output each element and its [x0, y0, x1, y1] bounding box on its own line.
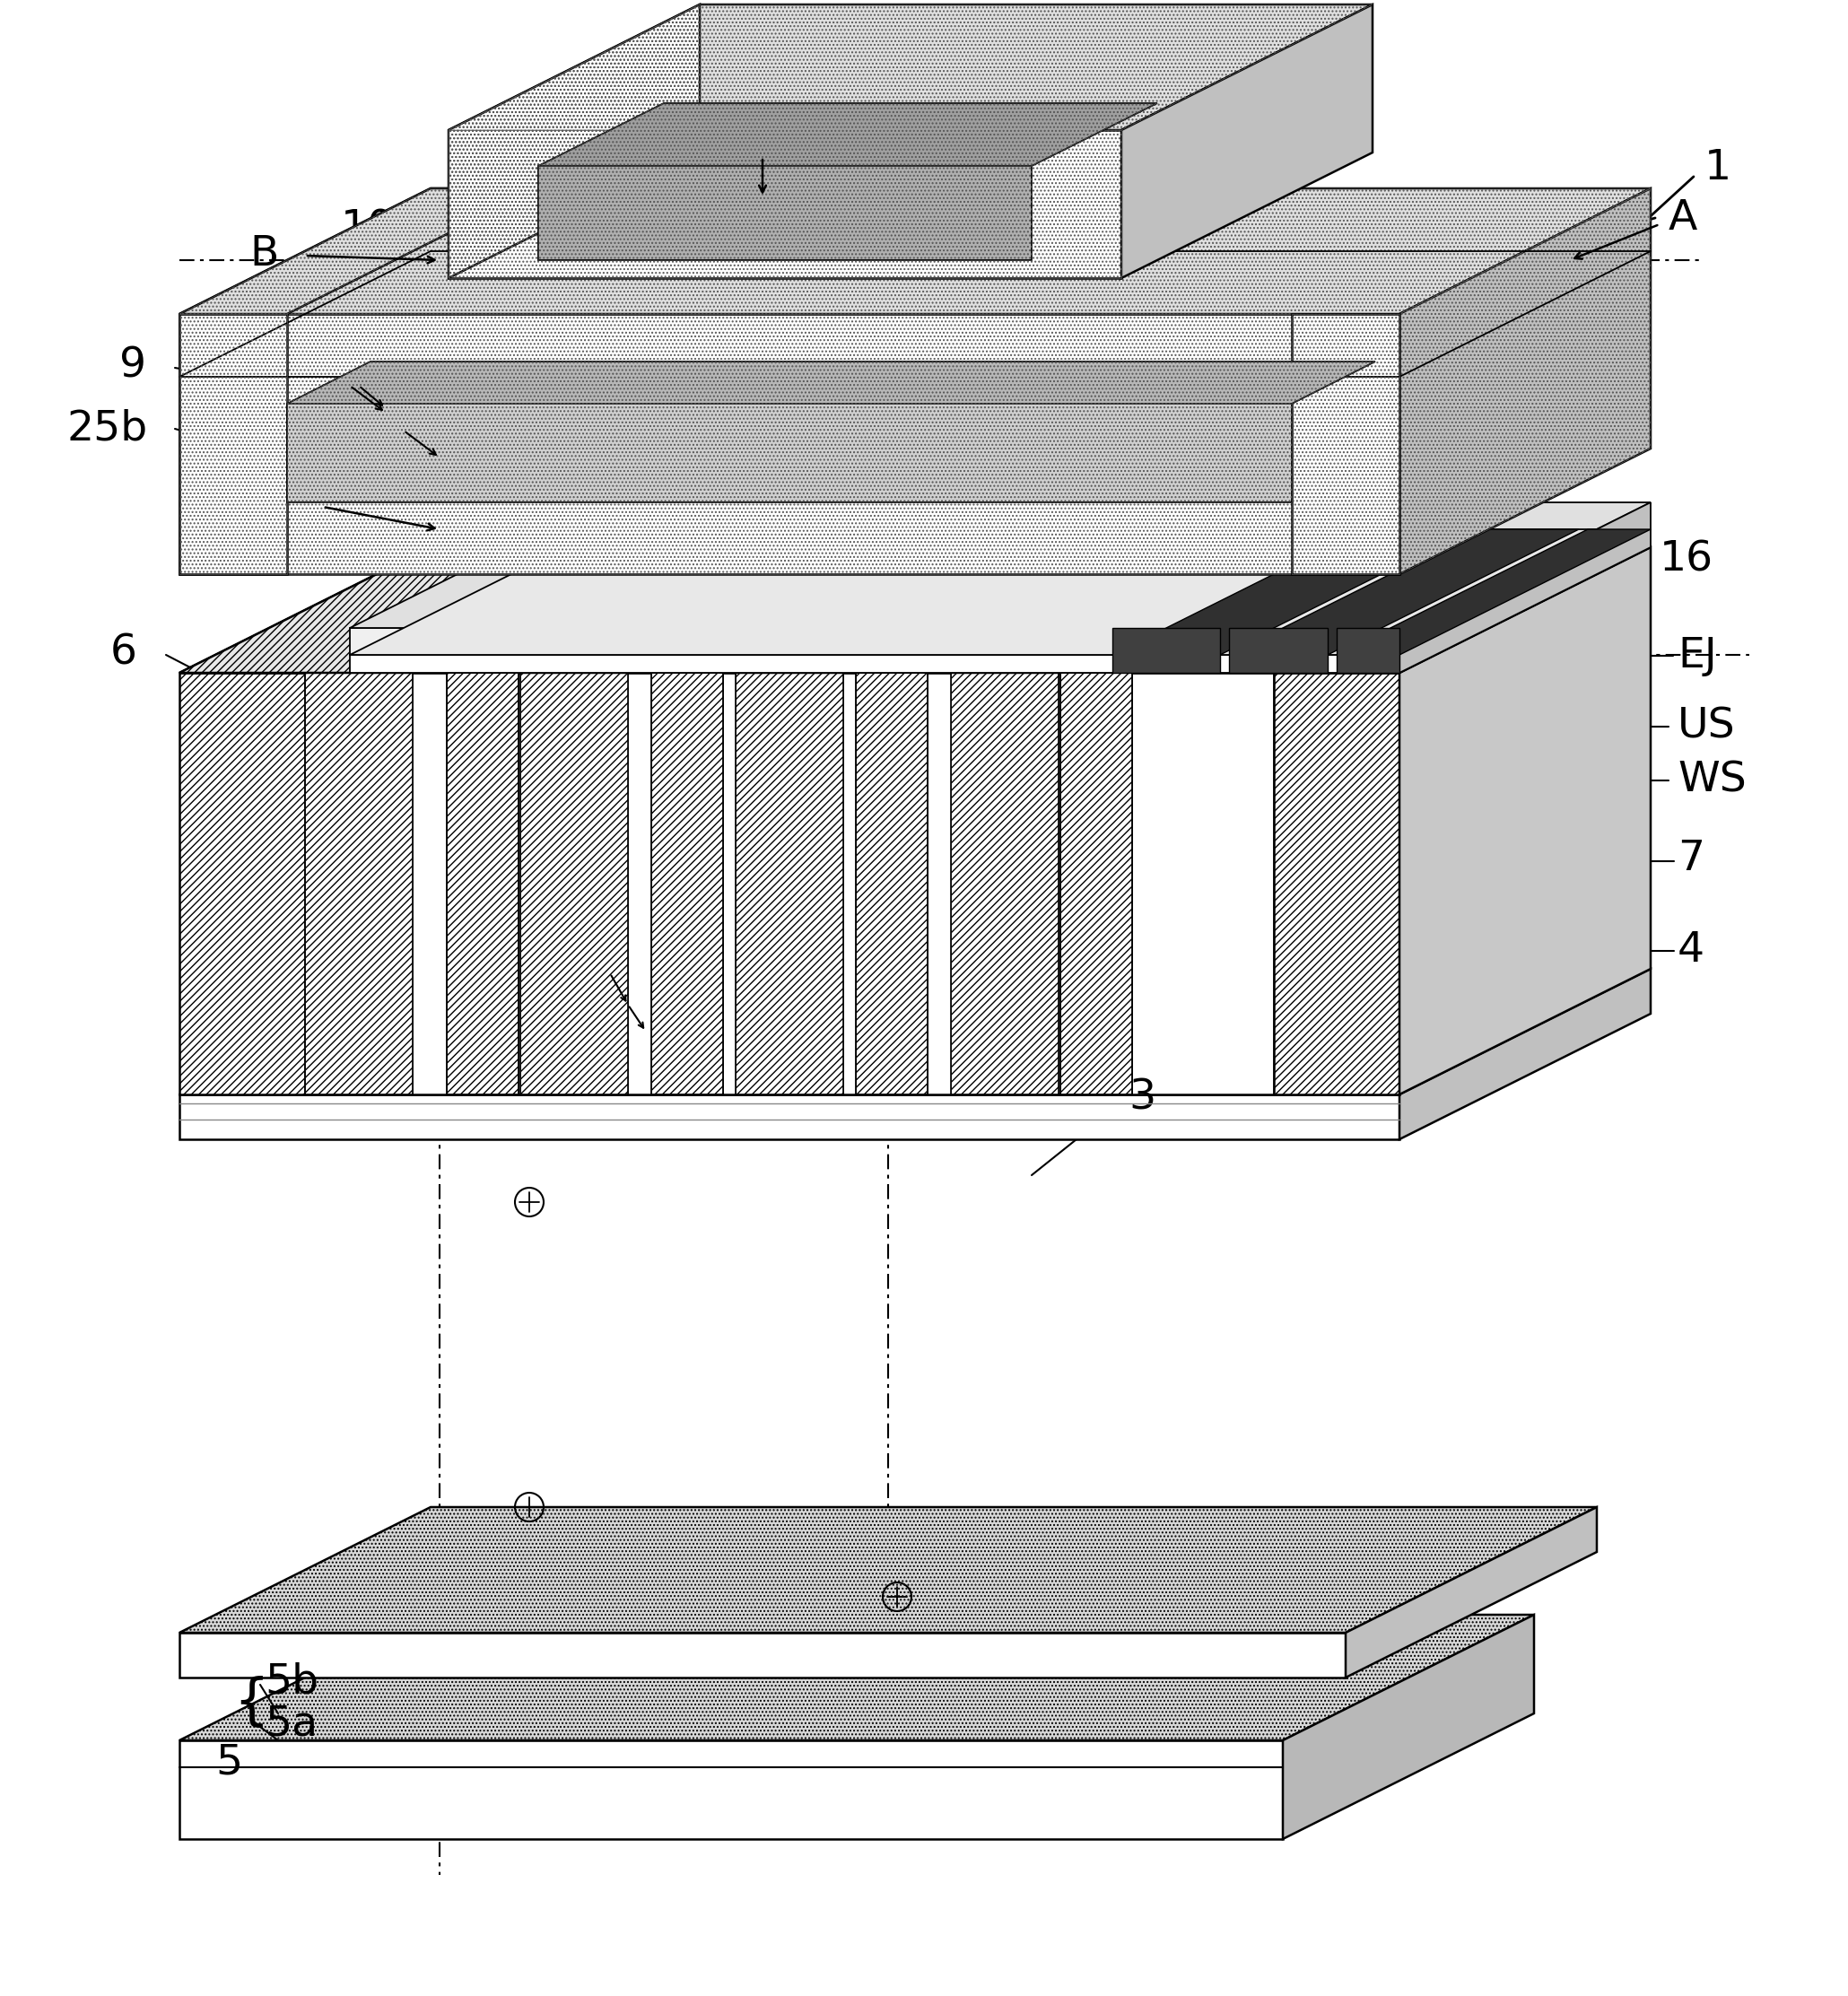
- Polygon shape: [1229, 529, 1578, 655]
- Text: 16: 16: [1660, 539, 1713, 581]
- Polygon shape: [179, 547, 556, 673]
- Polygon shape: [447, 547, 771, 673]
- Polygon shape: [1345, 1507, 1597, 1677]
- Text: 10: 10: [340, 208, 395, 250]
- Polygon shape: [305, 673, 412, 1094]
- Polygon shape: [1399, 547, 1650, 1094]
- Polygon shape: [179, 673, 305, 1094]
- Polygon shape: [179, 1741, 1283, 1838]
- Polygon shape: [349, 503, 1650, 629]
- Text: US: US: [1678, 707, 1735, 747]
- Text: 6: 6: [111, 633, 137, 673]
- Polygon shape: [521, 673, 628, 1094]
- Polygon shape: [179, 1633, 1345, 1677]
- Polygon shape: [179, 188, 1650, 313]
- Polygon shape: [179, 313, 1399, 575]
- Polygon shape: [349, 629, 1399, 655]
- Text: 9: 9: [120, 345, 146, 385]
- Text: 16b: 16b: [1427, 517, 1508, 557]
- Polygon shape: [179, 313, 286, 575]
- Polygon shape: [305, 547, 663, 673]
- Polygon shape: [349, 529, 1650, 655]
- Text: 1: 1: [1704, 148, 1732, 190]
- Polygon shape: [179, 188, 538, 313]
- Text: B: B: [752, 511, 782, 551]
- Polygon shape: [449, 130, 1122, 277]
- Text: 8: 8: [669, 130, 695, 172]
- Polygon shape: [1292, 313, 1399, 575]
- Polygon shape: [736, 547, 1094, 673]
- Text: B: B: [249, 234, 279, 273]
- Polygon shape: [1061, 547, 1384, 673]
- Polygon shape: [1122, 4, 1373, 277]
- Polygon shape: [286, 361, 1375, 403]
- Text: 3: 3: [1129, 1078, 1155, 1118]
- Polygon shape: [449, 4, 1373, 130]
- Polygon shape: [349, 655, 1399, 673]
- Polygon shape: [1283, 1615, 1534, 1838]
- Polygon shape: [538, 166, 1031, 259]
- Polygon shape: [736, 673, 843, 1094]
- Polygon shape: [650, 547, 974, 673]
- Polygon shape: [1336, 629, 1399, 673]
- Polygon shape: [447, 673, 519, 1094]
- Polygon shape: [305, 673, 1273, 1094]
- Text: 25b: 25b: [67, 409, 148, 449]
- Polygon shape: [1229, 629, 1327, 673]
- Polygon shape: [1399, 968, 1650, 1140]
- Polygon shape: [449, 4, 700, 277]
- Polygon shape: [179, 968, 1650, 1094]
- Text: 16a: 16a: [1427, 561, 1506, 601]
- Text: A: A: [1669, 198, 1698, 238]
- Polygon shape: [856, 547, 1179, 673]
- Polygon shape: [650, 673, 723, 1094]
- Text: EJ: EJ: [1678, 635, 1717, 677]
- Polygon shape: [179, 1507, 1597, 1633]
- Text: 4: 4: [1678, 930, 1704, 972]
- Polygon shape: [1336, 529, 1650, 655]
- Polygon shape: [1061, 673, 1133, 1094]
- Polygon shape: [286, 403, 1292, 503]
- Polygon shape: [952, 547, 1310, 673]
- Polygon shape: [1112, 629, 1220, 673]
- Text: A: A: [264, 483, 292, 523]
- Polygon shape: [1399, 188, 1650, 575]
- Text: {: {: [1613, 531, 1652, 591]
- Text: 7: 7: [1678, 838, 1704, 880]
- Polygon shape: [521, 547, 880, 673]
- Text: 5a: 5a: [264, 1705, 318, 1745]
- Polygon shape: [179, 1615, 1534, 1741]
- Text: {: {: [233, 1677, 270, 1731]
- Text: 5: 5: [216, 1743, 242, 1782]
- Polygon shape: [179, 1094, 1399, 1140]
- Polygon shape: [952, 673, 1059, 1094]
- Polygon shape: [1399, 503, 1650, 673]
- Text: 25a: 25a: [821, 152, 902, 192]
- Polygon shape: [1273, 673, 1399, 1094]
- Text: WS: WS: [1678, 760, 1746, 800]
- Polygon shape: [538, 104, 1157, 166]
- Polygon shape: [1112, 529, 1471, 655]
- Polygon shape: [856, 673, 928, 1094]
- Polygon shape: [179, 547, 1650, 673]
- Text: 5b: 5b: [264, 1663, 318, 1703]
